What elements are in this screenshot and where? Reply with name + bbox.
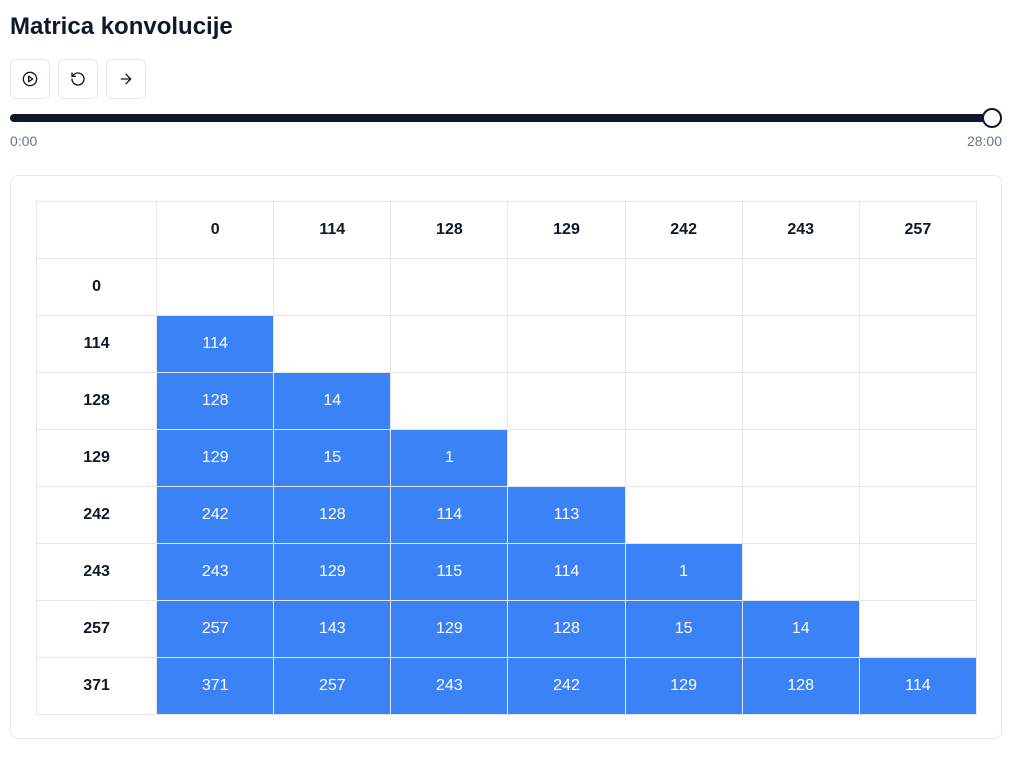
matrix-cell: 114: [507, 543, 626, 601]
matrix-cell: 128: [156, 372, 275, 430]
convolution-matrix: 0 114 128 129 242 243 257 0 114 114 128 128 14 129 12…: [35, 201, 978, 715]
row-header: 0: [35, 258, 158, 316]
time-start-label: 0:00: [10, 133, 38, 149]
matrix-cell: [390, 315, 509, 373]
matrix-row: 243 243 129 115 114 1: [35, 543, 978, 601]
matrix-cell: [390, 258, 509, 316]
matrix-cell: 371: [156, 657, 275, 715]
column-header: 128: [390, 201, 509, 259]
timeline-slider[interactable]: [10, 108, 1002, 128]
matrix-cell: [507, 429, 626, 487]
matrix-cell: [741, 315, 860, 373]
column-header: 129: [507, 201, 626, 259]
matrix-row: 257 257 143 129 128 15 14: [35, 600, 978, 658]
row-header: 243: [35, 543, 158, 601]
column-header: 114: [273, 201, 392, 259]
matrix-row: 128 128 14: [35, 372, 978, 430]
matrix-cell: 242: [156, 486, 275, 544]
matrix-row: 242 242 128 114 113: [35, 486, 978, 544]
matrix-cell: 14: [273, 372, 392, 430]
column-header: 0: [156, 201, 275, 259]
column-header: 257: [858, 201, 978, 259]
matrix-cell: 1: [390, 429, 509, 487]
matrix-row: 114 114: [35, 315, 978, 373]
matrix-cell: [741, 486, 860, 544]
matrix-row: 0: [35, 258, 978, 316]
row-header: 371: [35, 657, 158, 715]
matrix-card: 0 114 128 129 242 243 257 0 114 114 128 128 14 129 12…: [10, 175, 1002, 739]
matrix-cell: 15: [624, 600, 743, 658]
matrix-cell: [741, 543, 860, 601]
matrix-cell: 115: [390, 543, 509, 601]
row-header: 129: [35, 429, 158, 487]
matrix-cell: 129: [624, 657, 743, 715]
step-forward-button[interactable]: [106, 59, 146, 99]
arrow-right-icon: [120, 73, 132, 85]
matrix-cell: 257: [156, 600, 275, 658]
reset-button[interactable]: [58, 59, 98, 99]
matrix-cell: [741, 429, 860, 487]
matrix-cell: [624, 429, 743, 487]
matrix-cell: 243: [156, 543, 275, 601]
matrix-cell: 128: [741, 657, 860, 715]
matrix-row: 371 371 257 243 242 129 128 114: [35, 657, 978, 715]
matrix-cell: 129: [156, 429, 275, 487]
matrix-cell: [858, 258, 978, 316]
matrix-cell: [273, 315, 392, 373]
matrix-cell: [624, 486, 743, 544]
row-header: 128: [35, 372, 158, 430]
row-header: 242: [35, 486, 158, 544]
matrix-cell: [156, 258, 275, 316]
matrix-cell: [624, 258, 743, 316]
matrix-corner: [35, 201, 158, 259]
slider-fill: [10, 114, 992, 122]
matrix-cell: 1: [624, 543, 743, 601]
column-header: 242: [624, 201, 743, 259]
matrix-cell: 113: [507, 486, 626, 544]
matrix-cell: [507, 372, 626, 430]
matrix-cell: 242: [507, 657, 626, 715]
matrix-cell: 129: [273, 543, 392, 601]
play-button[interactable]: [10, 59, 50, 99]
matrix-cell: 243: [390, 657, 509, 715]
page-title: Matrica konvolucije: [10, 13, 233, 40]
matrix-cell: [507, 258, 626, 316]
matrix-cell: [858, 372, 978, 430]
matrix-cell: 114: [390, 486, 509, 544]
matrix-cell: [390, 372, 509, 430]
matrix-cell: 129: [390, 600, 509, 658]
matrix-cell: [858, 429, 978, 487]
playback-controls: [10, 59, 146, 99]
matrix-cell: [273, 258, 392, 316]
column-header: 243: [741, 201, 860, 259]
matrix-cell: 14: [741, 600, 860, 658]
matrix-cell: [624, 372, 743, 430]
matrix-cell: 257: [273, 657, 392, 715]
row-header: 114: [35, 315, 158, 373]
time-end-label: 28:00: [966, 133, 1002, 149]
matrix-cell: 128: [273, 486, 392, 544]
matrix-row: 129 129 15 1: [35, 429, 978, 487]
matrix-cell: [858, 486, 978, 544]
matrix-cell: [507, 315, 626, 373]
matrix-cell: 128: [507, 600, 626, 658]
matrix-cell: 143: [273, 600, 392, 658]
rotate-ccw-icon: [71, 72, 85, 86]
matrix-cell: [624, 315, 743, 373]
matrix-cell: [858, 600, 978, 658]
matrix-cell: 114: [156, 315, 275, 373]
matrix-cell: 15: [273, 429, 392, 487]
matrix-cell: [741, 372, 860, 430]
matrix-cell: [741, 258, 860, 316]
play-circle-icon: [22, 71, 38, 87]
matrix-cell: [858, 543, 978, 601]
matrix-cell: [858, 315, 978, 373]
slider-thumb[interactable]: [982, 108, 1002, 128]
row-header: 257: [35, 600, 158, 658]
matrix-cell: 114: [858, 657, 978, 715]
